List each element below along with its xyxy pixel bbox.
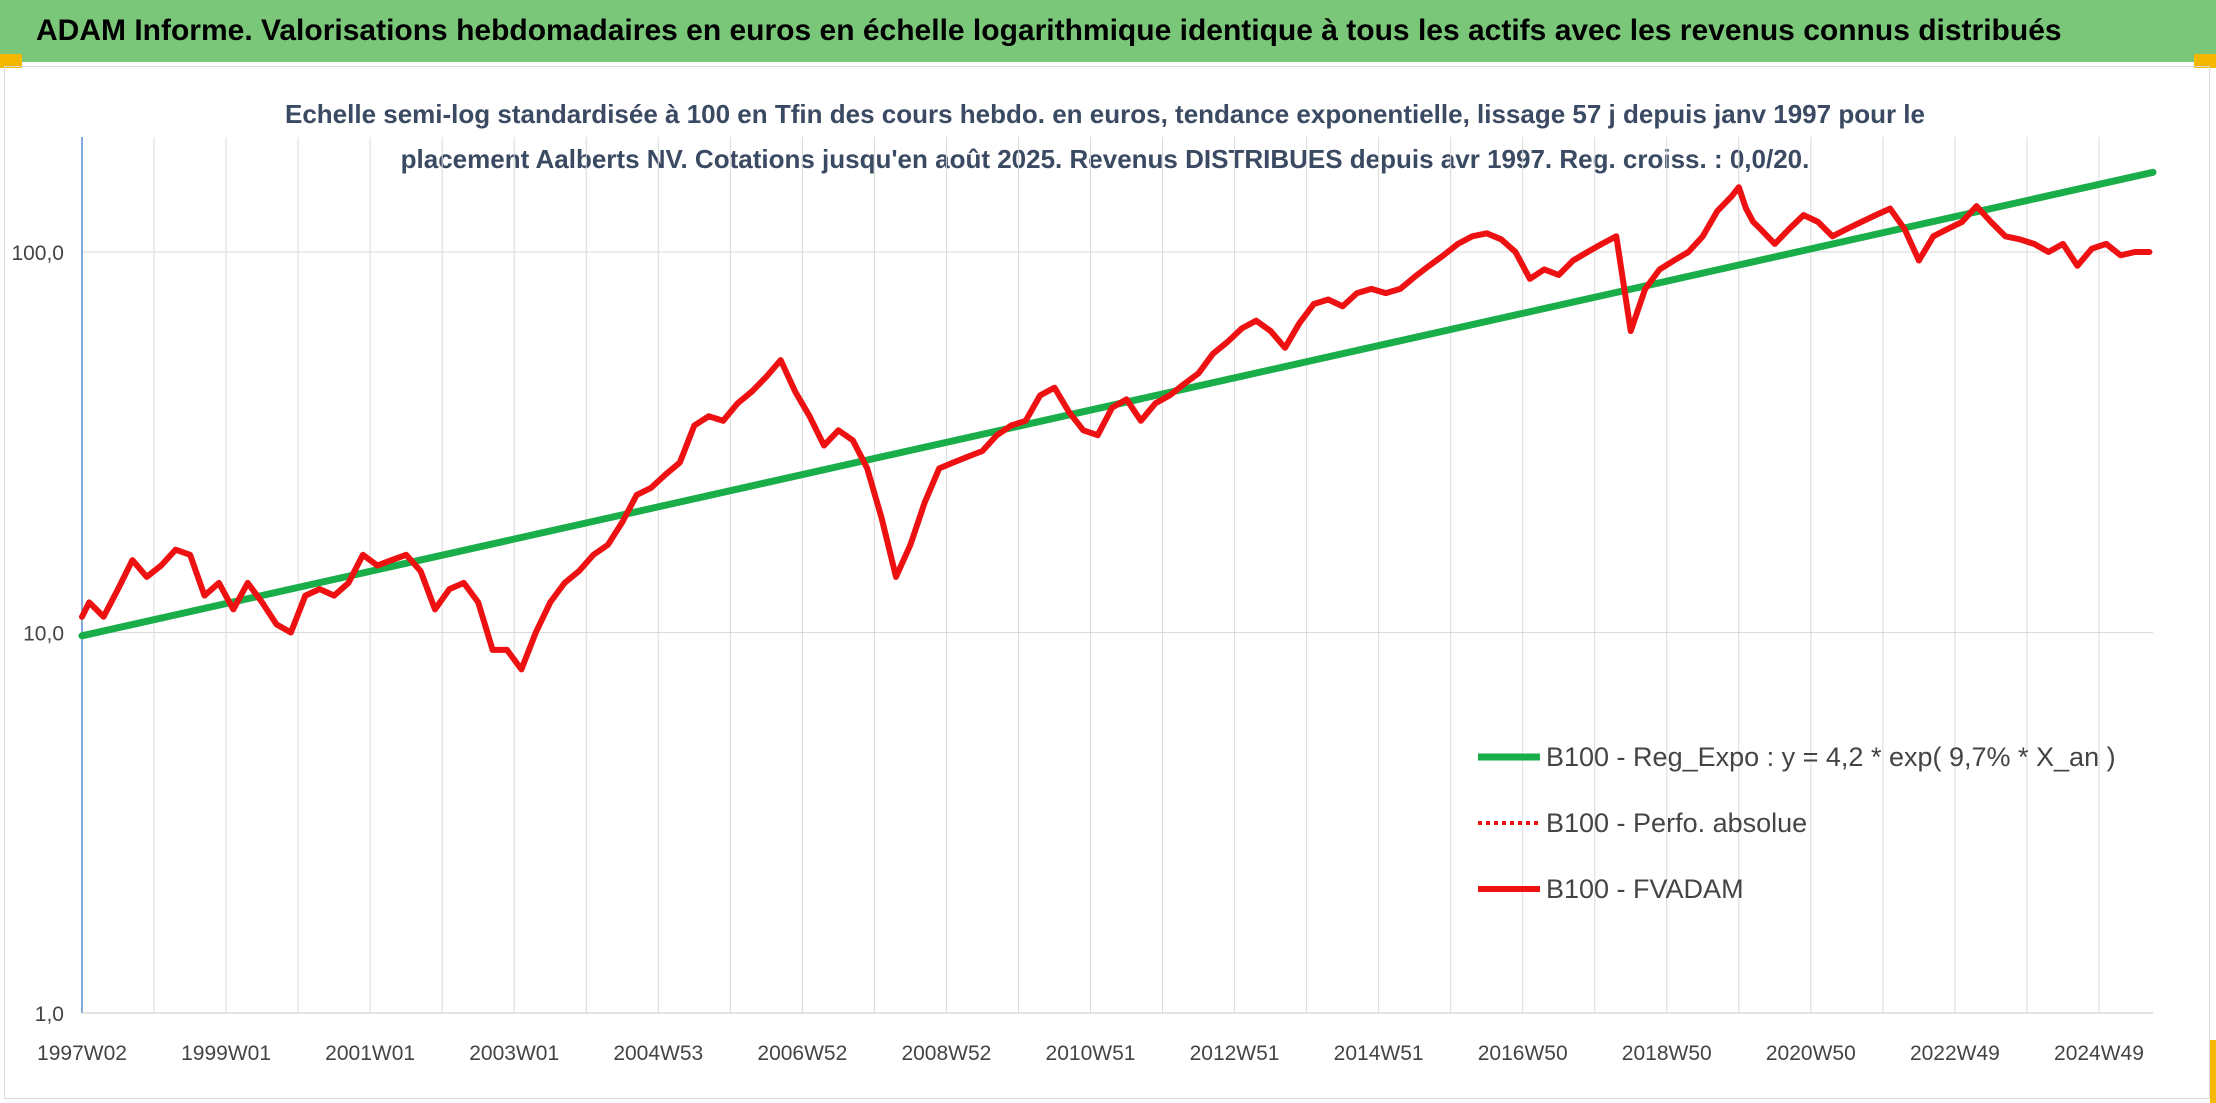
x-tick-label: 2003W01	[469, 1042, 559, 1065]
x-tick-label: 2022W49	[1910, 1042, 2000, 1065]
chart-frame	[4, 66, 2210, 1099]
page-title: ADAM Informe. Valorisations hebdomadaire…	[36, 14, 2062, 47]
page-header: ADAM Informe. Valorisations hebdomadaire…	[0, 0, 2216, 62]
x-tick-label: 2020W50	[1766, 1042, 1856, 1065]
x-tick-label: 2014W51	[1334, 1042, 1424, 1065]
x-tick-label: 1997W02	[37, 1042, 127, 1065]
side-accent-bar	[2210, 1040, 2216, 1103]
chart-title-line2: placement Aalberts NV. Cotations jusqu'e…	[401, 144, 1810, 174]
legend-label-0: B100 - Reg_Expo : y = 4,2 * exp( 9,7% * …	[1546, 742, 2116, 772]
x-tick-label: 2006W52	[757, 1042, 847, 1065]
legend-label-2: B100 - FVADAM	[1546, 874, 1744, 904]
corner-accent-right	[2194, 54, 2216, 68]
y-tick-label: 1,0	[35, 1003, 64, 1026]
x-tick-label: 2008W52	[901, 1042, 991, 1065]
legend: B100 - Reg_Expo : y = 4,2 * exp( 9,7% * …	[1478, 742, 2116, 904]
legend-label-1: B100 - Perfo. absolue	[1546, 808, 1807, 838]
x-tick-label: 2024W49	[2054, 1042, 2144, 1065]
y-tick-label: 100,0	[11, 242, 64, 265]
x-tick-label: 2001W01	[325, 1042, 415, 1065]
series-line-2	[79, 184, 2153, 673]
x-tick-label: 2010W51	[1046, 1042, 1136, 1065]
x-tick-label: 2018W50	[1622, 1042, 1712, 1065]
series	[78, 168, 2157, 673]
x-tick-label: 2012W51	[1190, 1042, 1280, 1065]
chart-title-line1: Echelle semi-log standardisée à 100 en T…	[285, 99, 1925, 129]
x-tick-label: 2016W50	[1478, 1042, 1568, 1065]
corner-accent-left	[0, 54, 22, 68]
y-tick-label: 10,0	[23, 623, 64, 646]
gridlines	[81, 137, 2153, 1014]
x-tick-label: 1999W01	[181, 1042, 271, 1065]
axes: 1,0 10,0 100,0 1997W02 1999W01 2001W01 2003W01…	[11, 137, 2153, 1065]
x-tick-label: 2004W53	[613, 1042, 703, 1065]
